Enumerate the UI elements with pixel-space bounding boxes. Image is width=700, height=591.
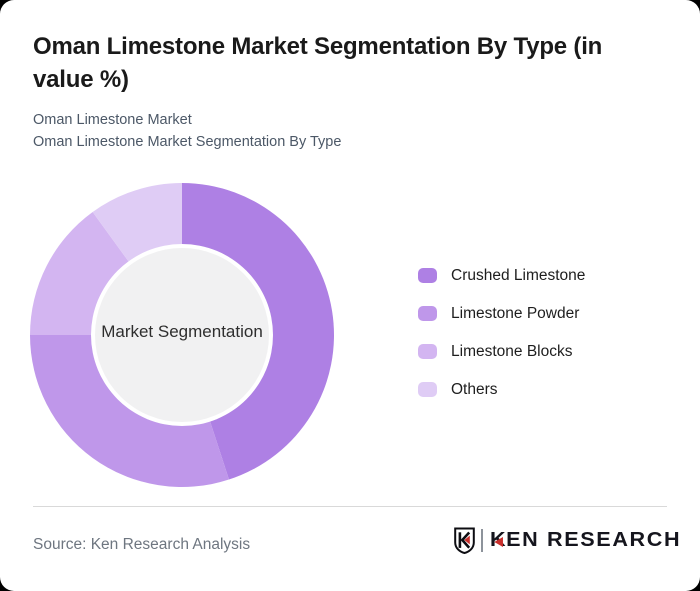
legend-item-crushed-limestone[interactable]: Crushed Limestone [418,266,586,284]
legend-label: Crushed Limestone [451,266,586,284]
legend-item-limestone-powder[interactable]: Limestone Powder [418,304,585,322]
ken-research-badge-icon [454,527,475,554]
chart-subtitle: Oman Limestone Market Oman Limestone Mar… [33,109,341,153]
legend-swatch-icon [418,306,437,321]
wordmark-red-triangle-icon [494,536,503,547]
badge-red-triangle-icon [464,535,470,545]
legend-swatch-icon [418,382,437,397]
ken-research-logo: K EN RESEARCH [453,527,680,554]
legend-item-limestone-blocks[interactable]: Limestone Blocks [418,342,585,360]
logo-wordmark: K EN RESEARCH [490,529,681,552]
source-text: Source: Ken Research Analysis [33,536,251,553]
donut-svg [30,183,334,487]
donut-inner-circle [95,248,269,422]
legend-swatch-icon [418,268,437,283]
legend-item-others[interactable]: Others [418,380,585,398]
donut-chart [30,183,334,487]
legend-label: Others [451,380,498,398]
legend-label: Limestone Powder [451,304,580,322]
footer-divider [33,506,667,507]
legend-swatch-icon [418,344,437,359]
page-title: Oman Limestone Market Segmentation By Ty… [33,33,603,93]
wordmark-rest: EN RESEARCH [506,529,682,551]
logo-separator [480,529,483,552]
subtitle-line-1: Oman Limestone Market [33,112,192,128]
chart-legend: Crushed Limestone Limestone Powder Limesto… [418,266,586,398]
subtitle-line-2: Oman Limestone Market Segmentation By Ty… [33,134,342,150]
donut-center-label: Market Segmentation [101,322,263,341]
legend-label: Limestone Blocks [451,342,573,360]
